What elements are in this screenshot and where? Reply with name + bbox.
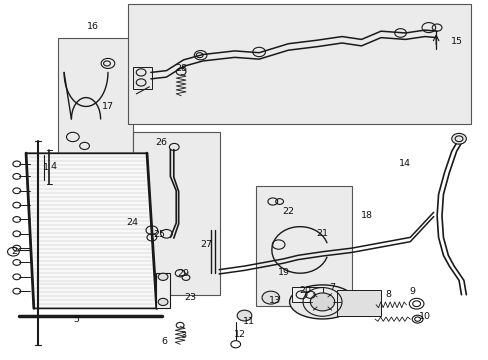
Bar [256, 186, 351, 306]
Text: 7: 7 [328, 283, 335, 292]
Bar [292, 287, 322, 302]
Circle shape [451, 134, 466, 144]
Text: 2: 2 [11, 247, 17, 256]
Circle shape [158, 298, 167, 306]
Circle shape [158, 273, 167, 280]
Bar [133, 67, 152, 89]
Text: 14: 14 [399, 159, 410, 168]
Text: 20: 20 [299, 286, 311, 295]
Text: 17: 17 [102, 102, 114, 111]
Text: 10: 10 [418, 312, 430, 321]
Text: 18: 18 [361, 211, 373, 220]
Text: 15: 15 [449, 37, 462, 46]
Text: 6: 6 [161, 337, 167, 346]
Polygon shape [26, 153, 157, 309]
Text: 8: 8 [385, 290, 390, 299]
Text: 5: 5 [73, 315, 79, 324]
Text: 28: 28 [175, 64, 187, 73]
Text: 22: 22 [282, 207, 294, 216]
Text: 1: 1 [42, 163, 48, 172]
Text: 29: 29 [177, 269, 189, 278]
Text: 19: 19 [277, 268, 289, 277]
Text: 12: 12 [233, 330, 245, 339]
Text: 11: 11 [243, 317, 255, 326]
Circle shape [262, 291, 279, 304]
Bar [128, 4, 470, 125]
Text: 21: 21 [316, 229, 328, 238]
Circle shape [237, 310, 251, 321]
Ellipse shape [289, 285, 355, 319]
Bar [133, 132, 220, 295]
Bar [58, 39, 133, 158]
Text: 24: 24 [126, 218, 138, 227]
Circle shape [310, 293, 334, 311]
Bar [336, 291, 380, 316]
Text: 9: 9 [409, 287, 415, 296]
Text: 27: 27 [200, 240, 212, 249]
Text: 26: 26 [155, 138, 167, 147]
Text: 16: 16 [87, 22, 99, 31]
Bar [156, 273, 170, 309]
Text: 3: 3 [180, 332, 186, 341]
Text: 25: 25 [153, 230, 165, 239]
Text: 4: 4 [50, 162, 56, 171]
Text: 23: 23 [183, 293, 196, 302]
Text: 13: 13 [268, 296, 280, 305]
